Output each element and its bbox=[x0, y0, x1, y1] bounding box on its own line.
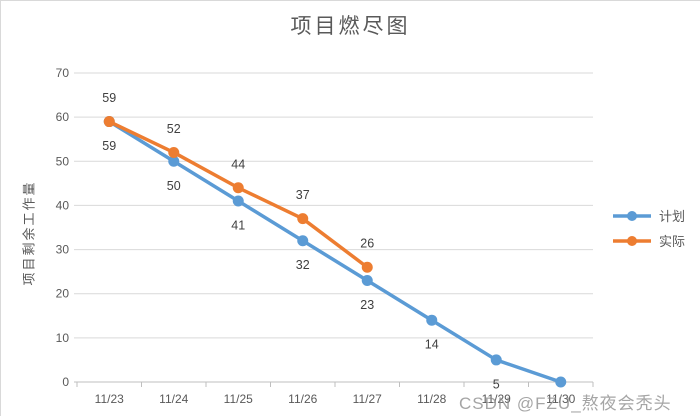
svg-text:50: 50 bbox=[56, 154, 70, 168]
svg-text:11/30: 11/30 bbox=[546, 392, 575, 406]
svg-text:59: 59 bbox=[102, 91, 116, 105]
svg-text:44: 44 bbox=[231, 157, 245, 171]
svg-text:5: 5 bbox=[493, 377, 500, 391]
svg-text:41: 41 bbox=[231, 219, 245, 233]
actual-series-marker-icon bbox=[613, 235, 651, 246]
svg-text:11/28: 11/28 bbox=[417, 392, 446, 406]
svg-text:50: 50 bbox=[167, 179, 181, 193]
svg-text:30: 30 bbox=[56, 243, 70, 257]
svg-text:52: 52 bbox=[167, 122, 181, 136]
svg-text:10: 10 bbox=[56, 331, 70, 345]
svg-text:11/24: 11/24 bbox=[159, 392, 188, 406]
svg-text:60: 60 bbox=[56, 110, 70, 124]
svg-text:70: 70 bbox=[56, 66, 70, 80]
svg-text:11/23: 11/23 bbox=[95, 392, 124, 406]
svg-text:23: 23 bbox=[360, 298, 374, 312]
legend-label-plan: 计划 bbox=[659, 209, 686, 224]
svg-text:59: 59 bbox=[102, 139, 116, 153]
legend: 计划 实际 bbox=[612, 203, 685, 253]
watermark: CSDN @FZU_熬夜会秃头 bbox=[459, 394, 672, 413]
legend-label-actual: 实际 bbox=[659, 234, 686, 249]
svg-text:37: 37 bbox=[296, 188, 310, 202]
svg-text:11/25: 11/25 bbox=[224, 392, 253, 406]
plan-series-marker-icon bbox=[613, 210, 651, 221]
svg-text:32: 32 bbox=[296, 258, 310, 272]
legend-item-actual: 实际 bbox=[612, 228, 685, 253]
chart-title: 项目燃尽图 bbox=[290, 14, 411, 38]
svg-text:11/29: 11/29 bbox=[482, 392, 511, 406]
svg-text:26: 26 bbox=[360, 237, 374, 251]
legend-item-plan: 计划 bbox=[612, 203, 685, 228]
svg-text:14: 14 bbox=[425, 338, 439, 352]
svg-text:11/26: 11/26 bbox=[288, 392, 317, 406]
svg-text:20: 20 bbox=[56, 287, 70, 301]
svg-text:0: 0 bbox=[62, 375, 69, 389]
svg-text:40: 40 bbox=[56, 198, 70, 212]
svg-text:11/27: 11/27 bbox=[353, 392, 382, 406]
